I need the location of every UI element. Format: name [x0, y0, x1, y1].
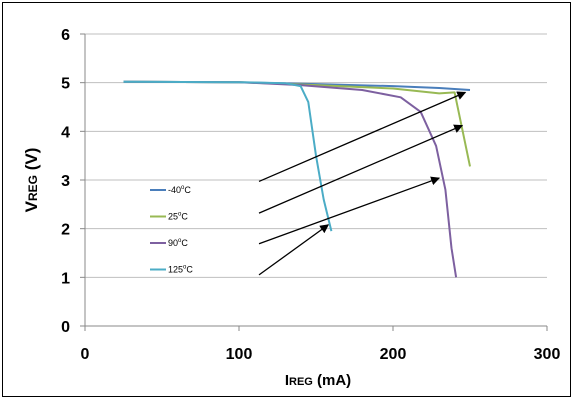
legend-label-90C: 90oC	[168, 238, 188, 248]
axes	[80, 33, 548, 331]
y-tick-label-1: 1	[61, 270, 70, 287]
legend: -40oC 25oC 90oC 125oC	[150, 185, 193, 275]
annotation-arrow-1	[258, 91, 467, 183]
x-tick-label-100: 100	[226, 346, 253, 363]
x-axis-title: IREG (mA)	[285, 372, 351, 389]
legend-label-25C: 25oC	[168, 212, 188, 222]
annotation-arrow-2	[258, 124, 464, 214]
y-tick-label-0: 0	[61, 319, 70, 336]
y-tick-label-2: 2	[61, 222, 70, 239]
tick-labels: 0 1 2 3 4 5 6 0 100 200 300	[61, 27, 560, 363]
x-tick-label-300: 300	[534, 346, 561, 363]
chart-frame	[2, 2, 571, 397]
y-tick-label-4: 4	[61, 124, 70, 141]
y-tick-label-6: 6	[61, 27, 70, 44]
y-tick-label-5: 5	[61, 76, 70, 93]
series-lines	[123, 80, 471, 278]
y-axis-title: VREG (V)	[22, 148, 41, 213]
series-line-25C	[123, 80, 471, 167]
x-tick-label-0: 0	[81, 346, 90, 363]
axis-titles: IREG (mA) VREG (V)	[22, 148, 351, 389]
y-tick-label-3: 3	[61, 173, 70, 190]
annotation-arrow-3	[258, 176, 441, 245]
annotation-arrows	[258, 91, 467, 276]
annotation-arrow-4	[258, 224, 330, 276]
legend-label-125C: 125oC	[168, 265, 193, 275]
series-line-125C	[123, 80, 333, 232]
legend-label--40C: -40oC	[168, 185, 191, 195]
x-tick-label-200: 200	[380, 346, 407, 363]
